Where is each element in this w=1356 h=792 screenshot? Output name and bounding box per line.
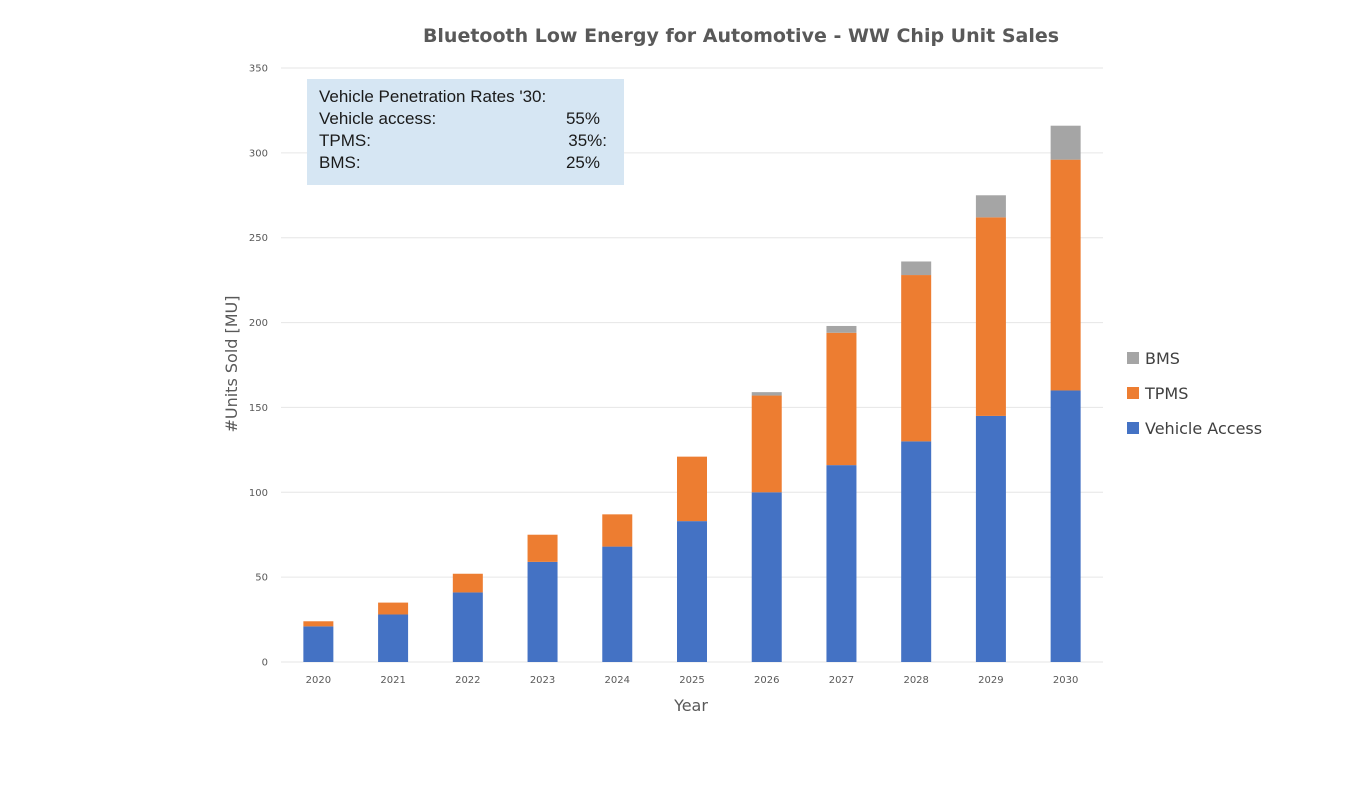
chart-title: Bluetooth Low Energy for Automotive - WW… <box>423 25 1059 47</box>
x-tick-label-2029: 2029 <box>978 675 1003 686</box>
y-tick-label: 0 <box>262 658 268 669</box>
y-tick-label: 50 <box>255 573 268 584</box>
bar-tpms-2025 <box>677 456 707 522</box>
x-tick-label-2020: 2020 <box>306 675 331 686</box>
x-tick-label-2025: 2025 <box>679 675 704 686</box>
bar-bms-2026 <box>751 392 782 396</box>
legend-swatch-vehicle-access <box>1127 422 1139 434</box>
x-axis-ticks: 2020 2021 2022 2023 2024 2025 2026 2027 2028 2029… <box>306 675 1079 686</box>
x-tick-label-2021: 2021 <box>380 675 405 686</box>
legend: BMS TPMS Vehicle Access <box>1127 349 1262 438</box>
bar-vehicle-access-2028 <box>901 441 932 662</box>
annotation-heading: Vehicle Penetration Rates '30: <box>319 87 546 106</box>
legend-label-vehicle-access: Vehicle Access <box>1145 419 1262 438</box>
bar-tpms-2023 <box>527 534 558 562</box>
y-tick-label: 150 <box>249 403 268 414</box>
legend-swatch-bms <box>1127 352 1139 364</box>
x-tick-label-2026: 2026 <box>754 675 779 686</box>
bar-tpms-2028 <box>901 275 932 442</box>
bar-tpms-2027 <box>826 332 857 466</box>
bar-tpms-2024 <box>602 514 633 547</box>
bar-tpms-2020 <box>303 621 334 627</box>
bar-vehicle-access-2025 <box>677 521 707 662</box>
bars <box>303 125 1081 662</box>
x-tick-label-2023: 2023 <box>530 675 555 686</box>
annotation-label-bms: BMS: <box>319 153 361 172</box>
annotation-background <box>307 79 624 185</box>
x-tick-label-2024: 2024 <box>605 675 630 686</box>
bar-tpms-2022 <box>452 573 483 593</box>
y-tick-label: 200 <box>249 318 268 329</box>
x-tick-label-2027: 2027 <box>829 675 854 686</box>
y-axis-ticks: 0 50 100 150 200 250 300 350 <box>249 64 268 669</box>
annotation-value-tpms: 35%: <box>568 131 607 150</box>
bar-tpms-2021 <box>378 602 409 615</box>
bar-vehicle-access-2029 <box>975 415 1006 662</box>
bar-bms-2028 <box>901 261 932 276</box>
annotation-label-vehicle-access: Vehicle access: <box>319 109 436 128</box>
x-axis-title: Year <box>673 696 708 715</box>
y-tick-label: 100 <box>249 488 268 499</box>
x-tick-label-2028: 2028 <box>903 675 928 686</box>
legend-label-bms: BMS <box>1145 349 1180 368</box>
x-tick-label-2030: 2030 <box>1053 675 1078 686</box>
y-tick-label: 250 <box>249 233 268 244</box>
annotation-box: Vehicle Penetration Rates '30: Vehicle a… <box>307 79 624 185</box>
bar-vehicle-access-2020 <box>303 626 334 662</box>
bar-vehicle-access-2024 <box>602 546 633 662</box>
bar-bms-2027 <box>826 325 857 333</box>
y-tick-label: 300 <box>249 148 268 159</box>
bar-tpms-2030 <box>1050 159 1081 391</box>
bar-vehicle-access-2027 <box>826 465 857 662</box>
bar-vehicle-access-2022 <box>452 592 483 662</box>
bar-bms-2029 <box>975 195 1006 218</box>
annotation-value-vehicle-access: 55% <box>566 109 600 128</box>
bar-tpms-2029 <box>975 217 1006 416</box>
legend-swatch-tpms <box>1127 387 1139 399</box>
x-tick-label-2022: 2022 <box>455 675 480 686</box>
bar-vehicle-access-2030 <box>1050 390 1081 662</box>
annotation-value-bms: 25% <box>566 153 600 172</box>
bar-tpms-2026 <box>751 395 782 493</box>
annotation-label-tpms: TPMS: <box>319 131 371 150</box>
y-tick-label: 350 <box>249 64 268 75</box>
y-axis-title: #Units Sold [MU] <box>222 295 241 432</box>
bar-bms-2030 <box>1050 125 1081 160</box>
bar-vehicle-access-2023 <box>527 561 558 662</box>
bar-vehicle-access-2021 <box>378 614 409 662</box>
bar-vehicle-access-2026 <box>751 492 782 662</box>
legend-label-tpms: TPMS <box>1144 384 1188 403</box>
